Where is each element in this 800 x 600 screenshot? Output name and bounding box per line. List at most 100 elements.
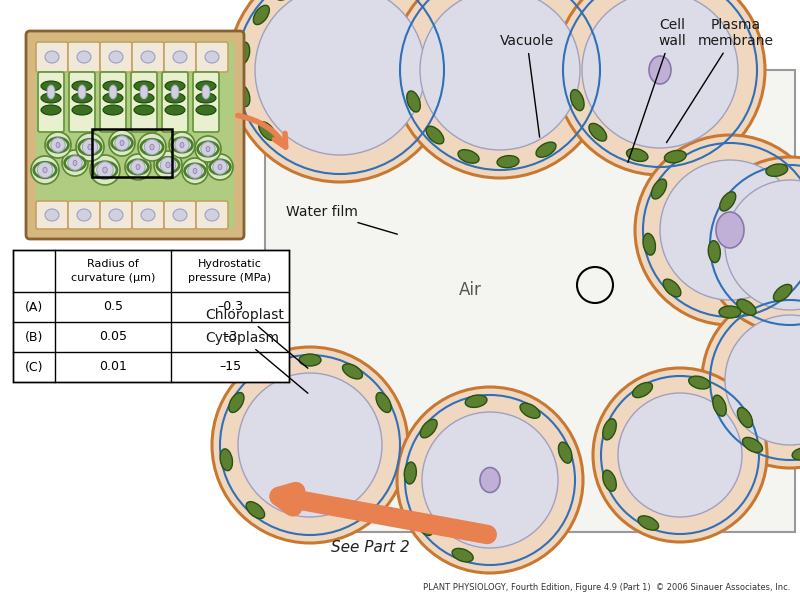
- Ellipse shape: [47, 85, 55, 99]
- Circle shape: [51, 138, 65, 152]
- Circle shape: [182, 158, 208, 184]
- Ellipse shape: [165, 93, 185, 103]
- FancyBboxPatch shape: [68, 42, 100, 72]
- Ellipse shape: [103, 105, 123, 115]
- Ellipse shape: [41, 81, 61, 91]
- FancyBboxPatch shape: [100, 42, 132, 72]
- Circle shape: [138, 133, 166, 161]
- Ellipse shape: [246, 502, 265, 518]
- Ellipse shape: [238, 42, 250, 64]
- Ellipse shape: [689, 376, 710, 389]
- Ellipse shape: [720, 192, 736, 211]
- Circle shape: [131, 160, 145, 174]
- Ellipse shape: [166, 162, 170, 168]
- Text: Air: Air: [458, 281, 482, 299]
- Bar: [92, 129, 172, 177]
- Ellipse shape: [56, 142, 60, 148]
- Circle shape: [109, 130, 135, 156]
- Ellipse shape: [205, 51, 219, 63]
- Ellipse shape: [589, 124, 606, 141]
- Circle shape: [702, 292, 800, 468]
- FancyBboxPatch shape: [100, 72, 126, 132]
- Circle shape: [582, 0, 738, 148]
- Circle shape: [76, 133, 104, 161]
- Ellipse shape: [258, 122, 276, 140]
- Ellipse shape: [713, 395, 726, 416]
- Ellipse shape: [633, 382, 653, 398]
- Ellipse shape: [466, 395, 487, 407]
- Ellipse shape: [134, 81, 154, 91]
- Ellipse shape: [558, 442, 572, 463]
- Ellipse shape: [520, 403, 540, 418]
- Bar: [13, 250, 289, 382]
- FancyBboxPatch shape: [68, 201, 100, 229]
- Text: 0.05: 0.05: [99, 331, 127, 343]
- Ellipse shape: [536, 142, 556, 157]
- Ellipse shape: [716, 212, 744, 248]
- Ellipse shape: [120, 140, 124, 146]
- Ellipse shape: [78, 85, 86, 99]
- Ellipse shape: [237, 85, 250, 107]
- Text: (A): (A): [25, 301, 43, 313]
- Circle shape: [635, 135, 800, 325]
- FancyBboxPatch shape: [196, 201, 228, 229]
- Ellipse shape: [774, 284, 792, 301]
- Ellipse shape: [134, 105, 154, 115]
- Ellipse shape: [220, 449, 233, 470]
- Ellipse shape: [738, 407, 753, 427]
- Ellipse shape: [299, 354, 321, 366]
- Text: PLANT PHYSIOLOGY, Fourth Edition, Figure 4.9 (Part 1)  © 2006 Sinauer Associates: PLANT PHYSIOLOGY, Fourth Edition, Figure…: [422, 583, 790, 592]
- Ellipse shape: [229, 392, 244, 412]
- Text: Vacuole: Vacuole: [500, 34, 554, 137]
- Text: Radius of: Radius of: [87, 259, 139, 269]
- Ellipse shape: [196, 81, 216, 91]
- Text: Water film: Water film: [286, 205, 398, 234]
- Circle shape: [422, 412, 558, 548]
- FancyBboxPatch shape: [36, 42, 68, 72]
- Ellipse shape: [206, 146, 210, 152]
- Ellipse shape: [134, 93, 154, 103]
- Ellipse shape: [41, 105, 61, 115]
- Circle shape: [555, 0, 765, 175]
- Ellipse shape: [651, 179, 666, 199]
- Ellipse shape: [173, 209, 187, 221]
- Circle shape: [97, 162, 114, 178]
- Ellipse shape: [77, 51, 91, 63]
- Circle shape: [38, 162, 53, 178]
- Ellipse shape: [376, 392, 391, 412]
- Ellipse shape: [480, 467, 500, 493]
- Circle shape: [702, 157, 800, 333]
- FancyBboxPatch shape: [36, 201, 68, 229]
- Ellipse shape: [570, 89, 584, 110]
- Ellipse shape: [737, 299, 756, 315]
- Ellipse shape: [638, 516, 658, 530]
- Ellipse shape: [43, 167, 47, 173]
- Ellipse shape: [497, 155, 519, 168]
- Text: curvature (μm): curvature (μm): [71, 273, 155, 283]
- Circle shape: [90, 155, 120, 185]
- Text: (C): (C): [25, 361, 43, 373]
- FancyBboxPatch shape: [100, 201, 132, 229]
- Ellipse shape: [109, 209, 123, 221]
- Ellipse shape: [77, 209, 91, 221]
- Text: (B): (B): [25, 331, 43, 343]
- Ellipse shape: [180, 142, 184, 148]
- Ellipse shape: [150, 144, 154, 150]
- Ellipse shape: [103, 93, 123, 103]
- Circle shape: [160, 157, 176, 173]
- FancyBboxPatch shape: [162, 72, 188, 132]
- Ellipse shape: [102, 167, 107, 173]
- Circle shape: [154, 151, 182, 179]
- Text: Chloroplast: Chloroplast: [205, 308, 308, 368]
- Ellipse shape: [103, 81, 123, 91]
- Circle shape: [169, 132, 195, 158]
- Ellipse shape: [406, 91, 420, 112]
- Circle shape: [420, 0, 580, 150]
- FancyBboxPatch shape: [69, 72, 95, 132]
- Circle shape: [593, 368, 767, 542]
- FancyBboxPatch shape: [196, 42, 228, 72]
- Ellipse shape: [218, 164, 222, 170]
- Ellipse shape: [141, 209, 155, 221]
- Ellipse shape: [792, 448, 800, 460]
- Ellipse shape: [202, 85, 210, 99]
